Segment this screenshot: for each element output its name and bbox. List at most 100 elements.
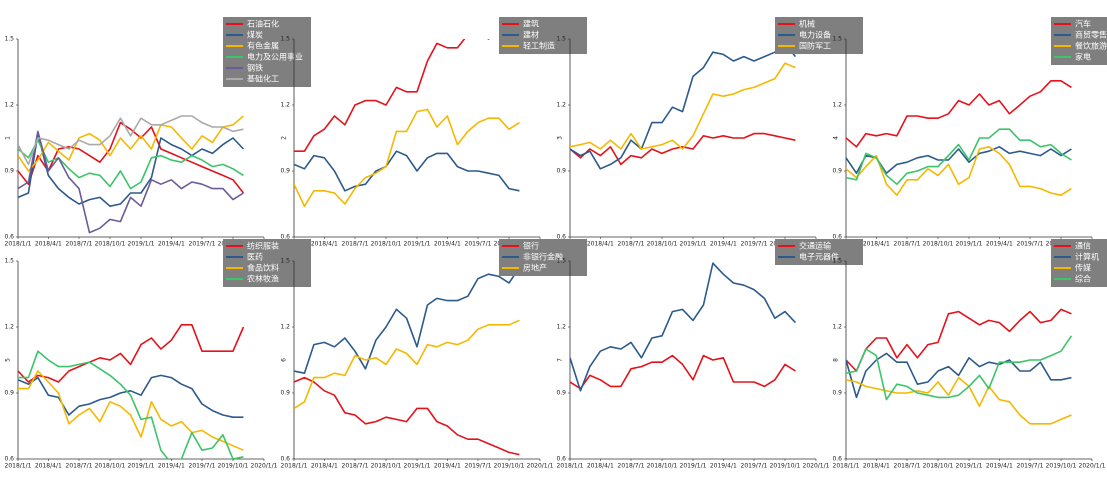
legend-label: 医药 — [247, 252, 263, 262]
y-tick-label: 0.9 — [556, 390, 566, 397]
x-tick-label: 2020/1/1 — [251, 463, 278, 470]
x-tick-label: 2018/1/1 — [5, 241, 32, 248]
x-tick-label: 2019/4/1 — [986, 463, 1013, 470]
legend-label: 电力设备 — [799, 30, 831, 40]
series-line — [846, 308, 1072, 372]
x-tick-label: 2018/1/1 — [557, 463, 584, 470]
x-tick-label: 2019/4/1 — [986, 241, 1013, 248]
legend-label: 有色金属 — [247, 41, 279, 51]
x-tick-label: 2019/1/1 — [680, 241, 707, 248]
series-line — [18, 370, 244, 451]
y-axis-label: 6 — [281, 358, 288, 362]
y-tick-label: 0.9 — [832, 168, 842, 175]
series-line — [846, 146, 1072, 196]
y-tick-label: 0.9 — [4, 168, 14, 175]
x-tick-label: 2019/1/1 — [404, 241, 431, 248]
legend-label: 汽车 — [1075, 19, 1091, 29]
series-line — [294, 376, 520, 456]
series-line — [570, 262, 797, 392]
x-tick-label: 2019/4/1 — [158, 463, 185, 470]
x-tick-label: 2018/4/1 — [35, 241, 62, 248]
x-tick-label: 2018/4/1 — [311, 241, 338, 248]
legend-label: 钢铁 — [247, 63, 263, 73]
legend-label: 房地产 — [523, 263, 547, 273]
x-tick-label: 2018/10/1 — [95, 241, 126, 248]
series-line — [18, 324, 245, 383]
series-line — [846, 376, 1072, 425]
series-line — [18, 115, 244, 166]
y-tick-label: 1.2 — [556, 102, 566, 109]
plot-area — [570, 42, 797, 170]
y-axis-label: 2 — [281, 136, 288, 140]
series-line — [294, 39, 490, 152]
x-tick-label: 2018/10/1 — [371, 463, 402, 470]
legend-label: 建筑 — [523, 19, 539, 29]
x-tick-label: 2019/7/1 — [465, 241, 492, 248]
series-line — [294, 267, 521, 374]
y-tick-label: 1.2 — [280, 102, 290, 109]
plot-area — [18, 324, 245, 459]
x-tick-label: 2018/7/1 — [66, 241, 93, 248]
legend-box — [775, 239, 863, 265]
y-tick-label: 1.5 — [280, 258, 290, 265]
y-axis-label: 1 — [5, 136, 12, 140]
x-tick-label: 2018/7/1 — [342, 241, 369, 248]
x-tick-label: 2018/10/1 — [647, 463, 678, 470]
y-tick-label: 1.2 — [4, 102, 14, 109]
plot-area — [294, 267, 521, 456]
x-tick-label: 2020/1/1 — [527, 463, 554, 470]
legend-label: 银行 — [523, 241, 539, 251]
y-tick-label: 1.2 — [832, 324, 842, 331]
x-tick-label: 2019/1/1 — [404, 463, 431, 470]
y-tick-label: 0.9 — [280, 390, 290, 397]
x-tick-label: 2019/1/1 — [680, 463, 707, 470]
legend-label: 基础化工 — [247, 74, 279, 84]
y-tick-label: 1.5 — [832, 258, 842, 265]
x-tick-label: 2019/4/1 — [434, 241, 461, 248]
series-line — [570, 354, 796, 390]
series-line — [846, 352, 1072, 399]
x-tick-label: 2019/1/1 — [956, 463, 983, 470]
legend-label: 商贸零售 — [1075, 30, 1107, 40]
series-line — [294, 108, 520, 207]
x-tick-label: 2019/10/1 — [494, 463, 525, 470]
legend-label: 食品饮料 — [247, 263, 279, 273]
series-line — [570, 42, 797, 170]
x-tick-label: 2018/10/1 — [923, 241, 954, 248]
plot-area — [18, 115, 245, 234]
x-tick-label: 2018/1/1 — [833, 463, 860, 470]
x-tick-label: 2018/7/1 — [894, 463, 921, 470]
y-tick-label: 0.6 — [832, 456, 842, 463]
series-line — [18, 350, 244, 459]
y-tick-label: 0.9 — [280, 168, 290, 175]
x-tick-label: 2018/1/1 — [5, 463, 32, 470]
y-tick-label: 0.9 — [4, 390, 14, 397]
legend-label: 综合 — [1075, 274, 1091, 284]
legend-label: 机械 — [799, 19, 815, 29]
series-line — [18, 121, 245, 194]
series-line — [18, 115, 244, 172]
x-tick-label: 2020/1/1 — [1079, 463, 1106, 470]
x-tick-label: 2018/4/1 — [35, 463, 62, 470]
y-tick-label: 1.5 — [556, 36, 566, 43]
y-tick-label: 0.6 — [4, 234, 14, 241]
y-tick-label: 0.6 — [4, 456, 14, 463]
legend-label: 建材 — [523, 30, 539, 40]
x-tick-label: 2018/4/1 — [587, 241, 614, 248]
series-line — [294, 319, 520, 410]
y-axis-label: 5 — [5, 358, 12, 362]
x-tick-label: 2019/7/1 — [189, 241, 216, 248]
x-tick-label: 2020/1/1 — [803, 463, 830, 470]
legend-box — [223, 17, 311, 87]
legend-label: 轻工制造 — [523, 41, 555, 51]
legend-label: 电子元器件 — [799, 252, 839, 262]
y-tick-label: 0.6 — [556, 234, 566, 241]
